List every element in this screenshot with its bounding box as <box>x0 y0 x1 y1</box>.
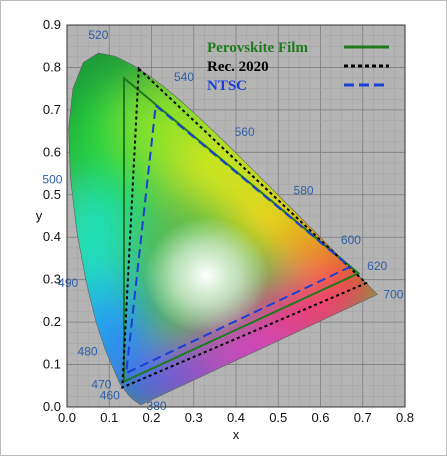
x-tick-label: 0.5 <box>269 410 287 425</box>
x-tick-label: 0.4 <box>227 410 245 425</box>
y-tick-label: 0.7 <box>43 102 61 117</box>
y-tick-label: 0.5 <box>43 187 61 202</box>
wavelength-label: 380 <box>147 399 167 413</box>
x-tick-label: 0.6 <box>311 410 329 425</box>
wavelength-label: 460 <box>100 388 120 402</box>
y-tick-label: 0.8 <box>43 59 61 74</box>
gamut-series-1 <box>121 66 368 390</box>
wavelength-label: 600 <box>341 233 361 247</box>
x-tick-label: 0.1 <box>100 410 118 425</box>
legend-label: NTSC <box>207 78 247 94</box>
wavelength-label: 480 <box>78 345 98 359</box>
y-tick-label: 0.1 <box>43 357 61 372</box>
gamut-series-2 <box>125 103 352 375</box>
wavelength-label: 700 <box>383 287 403 301</box>
wavelength-label: 470 <box>91 377 111 391</box>
y-tick-label: 0.9 <box>43 17 61 32</box>
y-tick-label: 0.0 <box>43 399 61 414</box>
y-tick-label: 0.2 <box>43 314 61 329</box>
axis-ticks: 0.0 0.1 0.2 0.3 0.4 0.5 0.6 0.7 0.8 0.0 0.1 0.2 0.3 0… <box>43 17 414 425</box>
y-tick-label: 0.4 <box>43 229 61 244</box>
x-axis-title: x <box>233 427 240 442</box>
wavelength-label: 490 <box>58 276 78 290</box>
x-tick-label: 0.7 <box>354 410 372 425</box>
wavelength-label: 560 <box>235 125 255 139</box>
wavelength-label: 580 <box>294 183 314 197</box>
gamut-series-0 <box>123 75 361 384</box>
y-tick-label: 0.6 <box>43 144 61 159</box>
gamut-triangles <box>121 66 368 390</box>
plot-border <box>66 24 406 408</box>
y-tick-label: 0.3 <box>43 272 61 287</box>
legend-label: Perovskite Film <box>207 40 308 56</box>
legend: Perovskite Film Rec. 2020 NTSC <box>207 40 389 94</box>
legend-label: Rec. 2020 <box>207 59 269 75</box>
wavelength-label: 540 <box>174 70 194 84</box>
x-tick-label: 0.0 <box>58 410 76 425</box>
wavelength-label: 500 <box>42 172 62 186</box>
x-tick-label: 0.3 <box>185 410 203 425</box>
x-tick-label: 0.2 <box>142 410 160 425</box>
wavelength-label: 520 <box>88 28 108 42</box>
x-tick-label: 0.8 <box>396 410 414 425</box>
y-axis-title: y <box>36 208 43 223</box>
wavelength-label: 620 <box>367 259 387 273</box>
